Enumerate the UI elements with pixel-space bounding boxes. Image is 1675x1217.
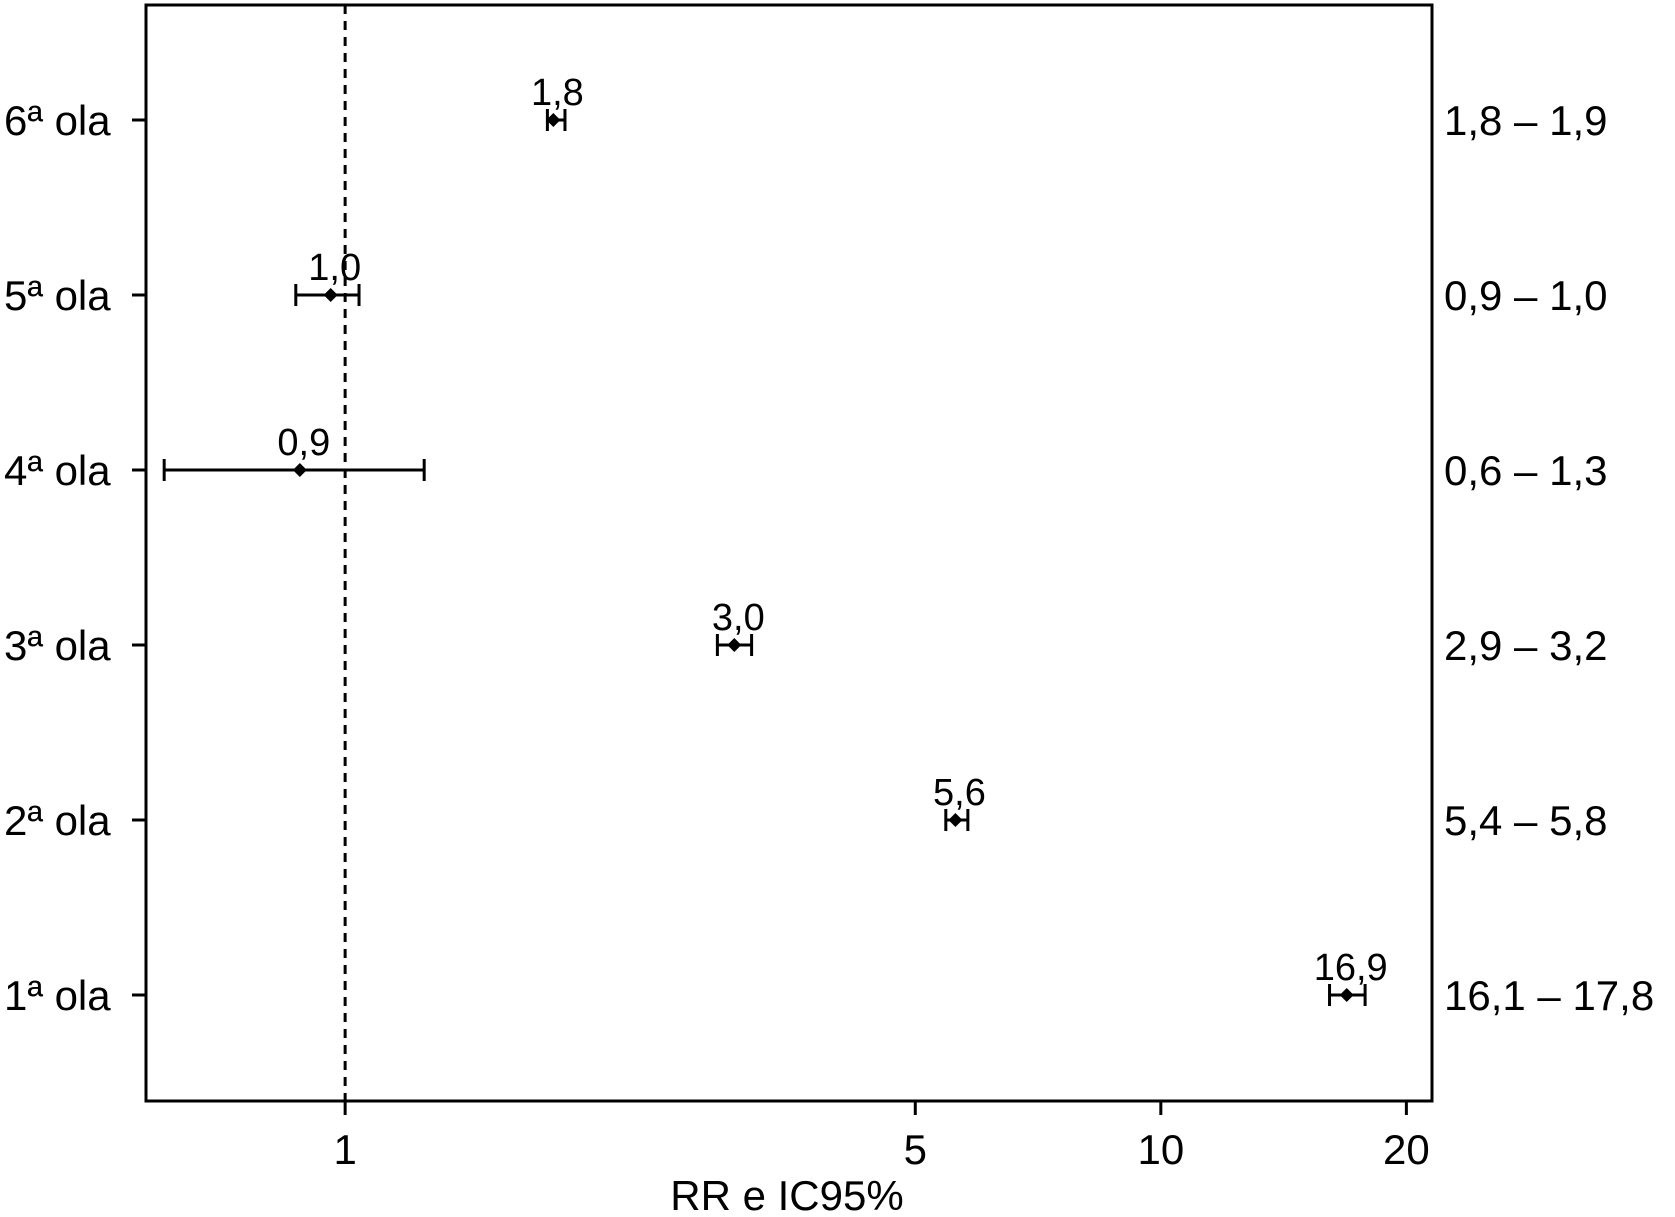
y-tick-label: 4ª ola bbox=[4, 447, 111, 494]
x-tick-label: 1 bbox=[333, 1126, 356, 1173]
y-tick-label: 2ª ola bbox=[4, 797, 111, 844]
x-tick-label: 5 bbox=[904, 1126, 927, 1173]
rr-data-label: 5,6 bbox=[933, 772, 986, 814]
x-axis-label: RR e IC95% bbox=[670, 1172, 903, 1217]
rr-data-label: 16,9 bbox=[1314, 947, 1388, 989]
point-estimate-marker bbox=[727, 638, 742, 652]
x-tick-label: 10 bbox=[1137, 1126, 1184, 1173]
rr-data-label: 1,8 bbox=[531, 72, 584, 114]
rr-data-label: 1,0 bbox=[308, 247, 361, 289]
ci-range-label: 5,4 – 5,8 bbox=[1444, 797, 1607, 844]
x-tick-label: 20 bbox=[1383, 1126, 1430, 1173]
y-tick-label: 6ª ola bbox=[4, 97, 111, 144]
ci-range-label: 16,1 – 17,8 bbox=[1444, 972, 1654, 1019]
ci-range-label: 1,8 – 1,9 bbox=[1444, 97, 1607, 144]
point-estimate-marker bbox=[948, 813, 963, 827]
ci-range-label: 0,6 – 1,3 bbox=[1444, 447, 1607, 494]
rr-data-label: 0,9 bbox=[277, 422, 330, 464]
plot-frame bbox=[144, 3, 1434, 1103]
y-tick-label: 5ª ola bbox=[4, 272, 111, 319]
point-estimate-marker bbox=[323, 288, 338, 302]
y-tick-label: 1ª ola bbox=[4, 972, 111, 1019]
point-estimate-marker bbox=[1339, 988, 1354, 1002]
point-estimate-marker bbox=[292, 463, 307, 477]
ci-range-label: 0,9 – 1,0 bbox=[1444, 272, 1607, 319]
point-estimate-marker bbox=[546, 113, 561, 127]
ci-range-label: 2,9 – 3,2 bbox=[1444, 622, 1607, 669]
rr-data-label: 3,0 bbox=[712, 597, 765, 639]
y-tick-label: 3ª ola bbox=[4, 622, 111, 669]
